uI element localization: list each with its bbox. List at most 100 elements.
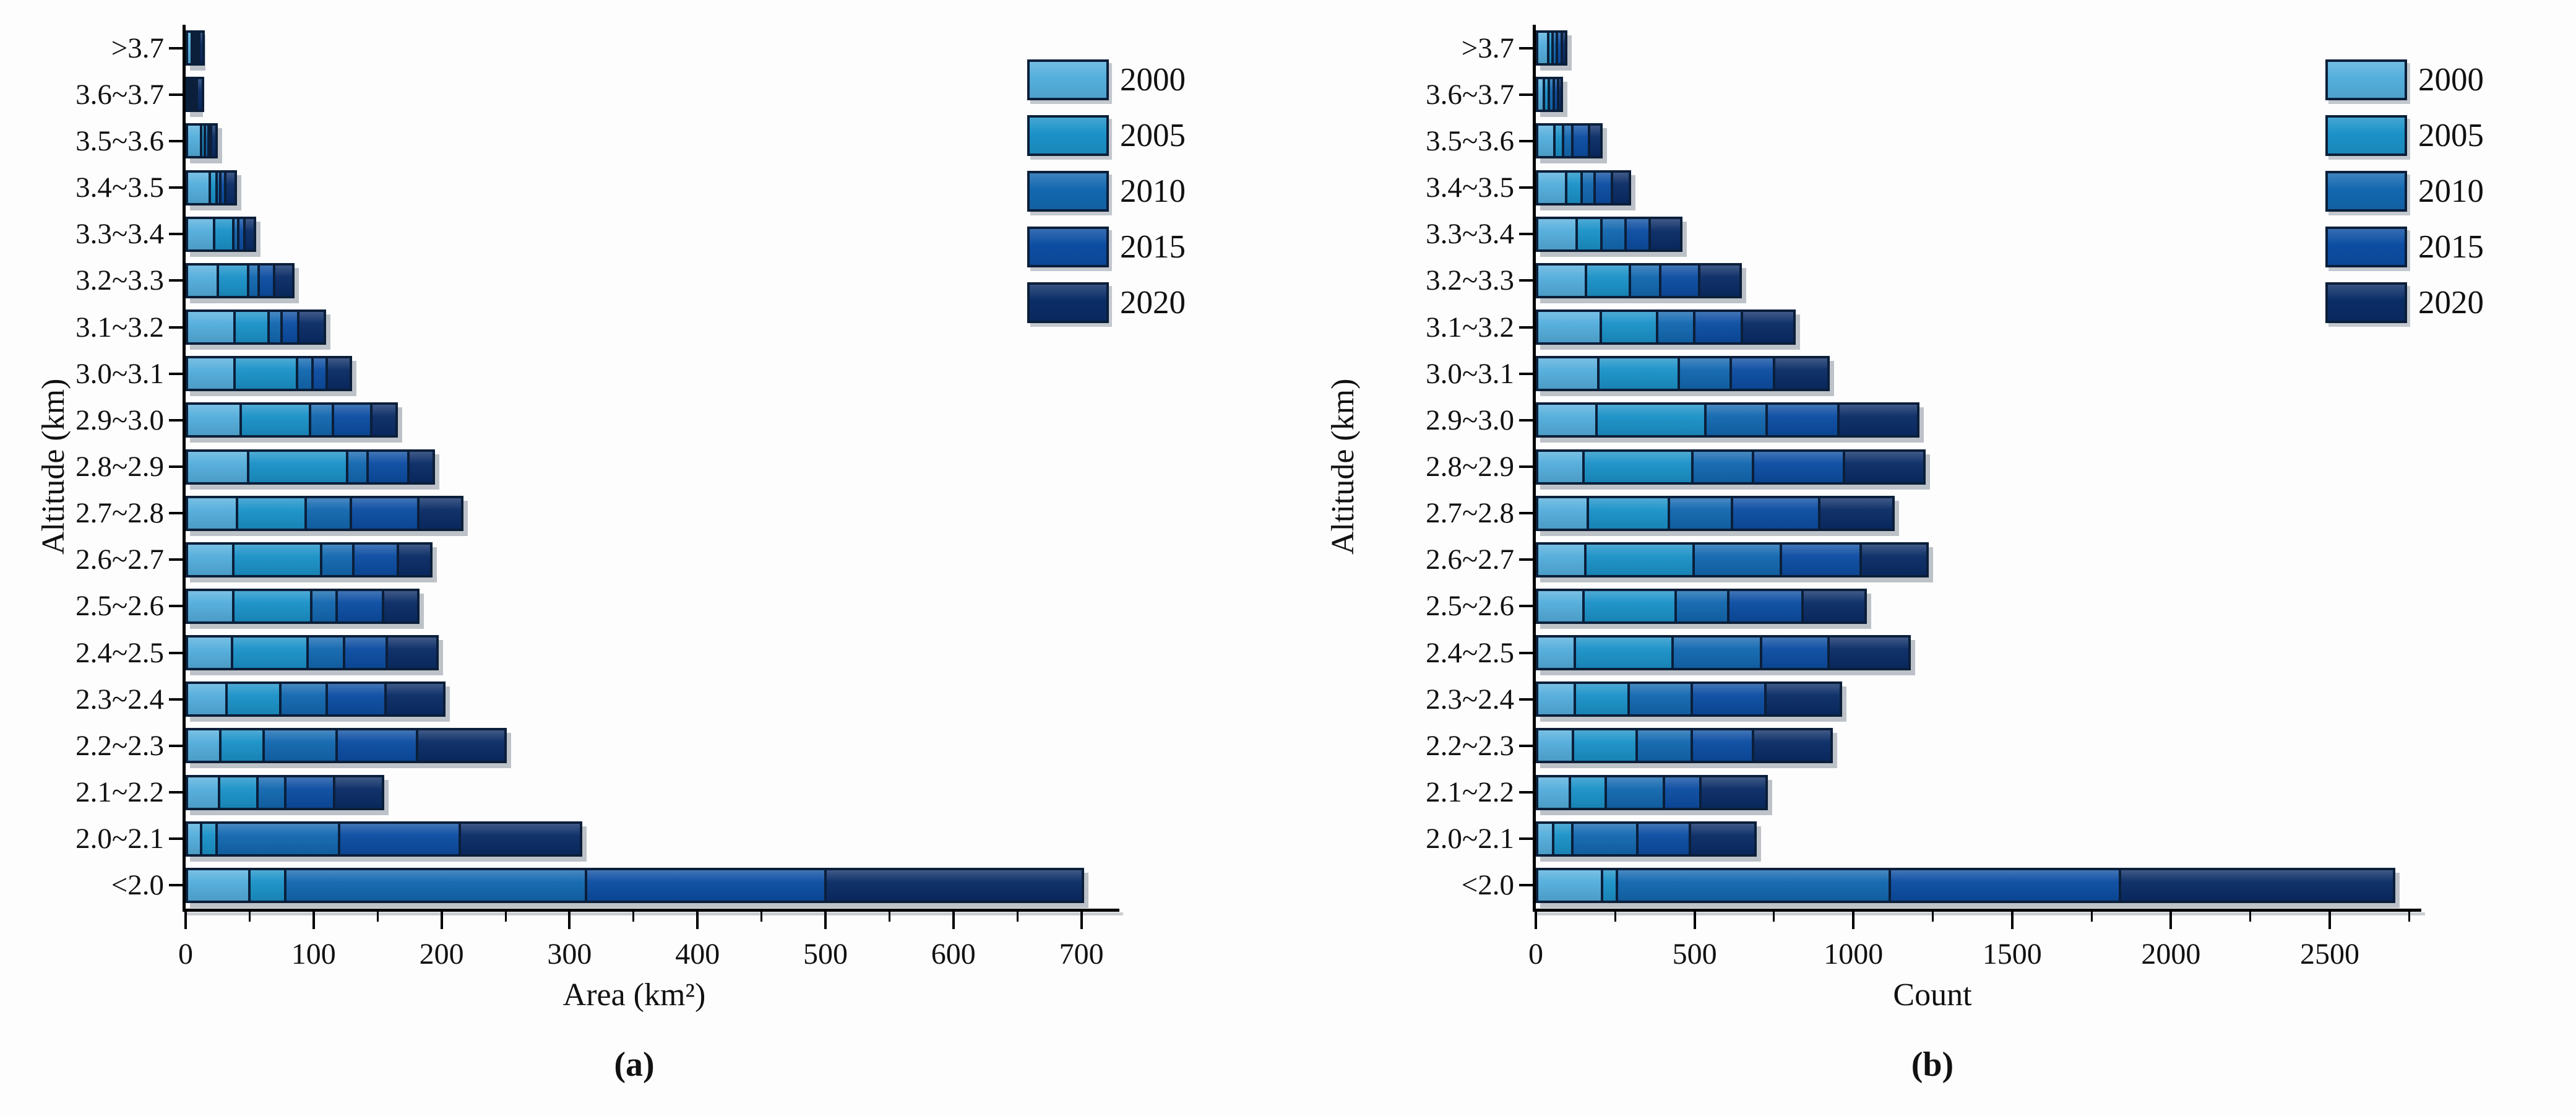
bar-segment-2000 <box>1536 542 1587 577</box>
y-tick-b <box>1519 46 1533 50</box>
bar-segment-2015 <box>338 588 384 624</box>
x-minor-tick-a <box>632 912 635 922</box>
bar-segment-2015 <box>1781 542 1863 577</box>
bar-segment-2015 <box>283 309 300 345</box>
bar-b-2.2~2.3 <box>1536 728 1833 764</box>
bar-segment-2015 <box>351 495 420 531</box>
bar-segment-2010 <box>265 728 338 764</box>
bar-segment-2000 <box>1536 495 1590 531</box>
bar-segment-2010 <box>1602 216 1627 252</box>
bar-segment-2005 <box>193 30 196 66</box>
bar-segment-2010 <box>1658 309 1696 345</box>
y-tick-b <box>1519 326 1533 329</box>
bar-segment-2000 <box>186 542 235 577</box>
bar-a-2.4~2.5 <box>186 635 439 671</box>
bar-segment-2010 <box>1693 449 1755 485</box>
bar-segment-2020 <box>409 449 436 485</box>
bar-a-3.1~3.2 <box>186 309 327 345</box>
x-minor-tick-a <box>248 912 251 922</box>
bar-segment-2015 <box>334 402 373 438</box>
bar-segment-2000 <box>186 588 235 624</box>
y-tick-a <box>169 139 183 142</box>
bar-segment-2000 <box>1536 30 1550 66</box>
bar-segment-2020 <box>327 356 352 392</box>
bar-segment-2000 <box>186 123 202 159</box>
bar-segment-2015 <box>1639 821 1692 857</box>
bar-segment-2005 <box>1603 867 1619 903</box>
y-tick-label-b: <2.0 <box>1461 869 1514 902</box>
y-tick-label-b: 2.6~2.7 <box>1426 543 1514 576</box>
y-tick-label-a: 3.2~3.3 <box>75 264 164 297</box>
x-minor-tick-a <box>888 912 890 922</box>
x-axis-line-a <box>183 909 1119 912</box>
bar-segment-2010 <box>1679 356 1733 392</box>
y-tick-b <box>1519 465 1533 468</box>
bar-segment-2005 <box>221 728 265 764</box>
bar-a-3.5~3.6 <box>186 123 218 159</box>
caption-a: (a) <box>614 1045 655 1084</box>
bar-segment-2010 <box>217 821 341 857</box>
bar-segment-2005 <box>1587 262 1631 298</box>
bar-segment-2000 <box>186 216 215 252</box>
bar-segment-2010 <box>1607 774 1665 810</box>
bar-segment-2020 <box>1701 774 1768 810</box>
y-tick-a <box>169 372 183 375</box>
bar-segment-2020 <box>1743 309 1796 345</box>
legend-swatch-2020 <box>2325 282 2407 323</box>
bar-a-3.6~3.7 <box>186 77 205 113</box>
y-tick-a <box>169 605 183 608</box>
bar-segment-2020 <box>212 123 218 159</box>
bar-segment-2020 <box>420 495 463 531</box>
bar-a->3.7 <box>186 30 205 66</box>
bar-a-3.3~3.4 <box>186 216 256 252</box>
x-major-tick-a <box>824 912 827 929</box>
y-tick-label-b: 3.4~3.5 <box>1426 171 1514 204</box>
bar-segment-2015 <box>354 542 400 577</box>
bar-segment-2010 <box>311 402 334 438</box>
bar-segment-2000 <box>186 309 236 345</box>
y-tick-b <box>1519 651 1533 654</box>
bar-segment-2020 <box>460 821 583 857</box>
y-tick-a <box>169 46 183 50</box>
y-tick-label-b: 3.6~3.7 <box>1426 78 1514 111</box>
bar-segment-2020 <box>1839 402 1920 438</box>
bar-segment-2015 <box>1661 262 1701 298</box>
y-tick-label-a: 3.4~3.5 <box>75 171 164 204</box>
bar-segment-2015 <box>1767 402 1840 438</box>
bar-segment-2020 <box>1766 681 1843 717</box>
bar-segment-2020 <box>1700 262 1742 298</box>
y-tick-b <box>1519 418 1533 422</box>
y-tick-a <box>169 326 183 329</box>
legend-swatch-2010 <box>1027 171 1109 212</box>
bar-segment-2010 <box>258 774 287 810</box>
bar-segment-2000 <box>1536 728 1574 764</box>
bar-segment-2020 <box>1559 77 1564 113</box>
legend-swatch-2005 <box>2325 115 2407 156</box>
bar-segment-2005 <box>1598 402 1707 438</box>
x-minor-tick-b <box>2090 912 2093 922</box>
bar-segment-2015 <box>1695 309 1744 345</box>
bar-segment-2020 <box>1590 123 1603 159</box>
bar-segment-2020 <box>1650 216 1683 252</box>
x-tick-label-a: 600 <box>931 938 976 971</box>
bar-segment-2010 <box>249 262 260 298</box>
bar-b->3.7 <box>1536 30 1568 66</box>
x-major-tick-a <box>1080 912 1083 929</box>
bar-segment-2010 <box>286 867 588 903</box>
bar-segment-2020 <box>1830 635 1911 671</box>
x-minor-tick-b <box>1932 912 1934 922</box>
bar-b-3.3~3.4 <box>1536 216 1683 252</box>
bar-segment-2015 <box>1754 449 1846 485</box>
y-tick-label-b: >3.7 <box>1461 32 1514 64</box>
y-tick-a <box>169 233 183 236</box>
bar-segment-2005 <box>218 262 250 298</box>
bar-b-2.1~2.2 <box>1536 774 1768 810</box>
bar-segment-2015 <box>327 681 387 717</box>
x-major-tick-a <box>312 912 315 929</box>
legend-label-2010: 2010 <box>1120 173 1186 209</box>
bar-segment-2005 <box>234 588 312 624</box>
bar-segment-2000 <box>186 262 219 298</box>
y-tick-b <box>1519 605 1533 608</box>
legend-swatch-2000 <box>2325 59 2407 100</box>
y-tick-a <box>169 698 183 701</box>
